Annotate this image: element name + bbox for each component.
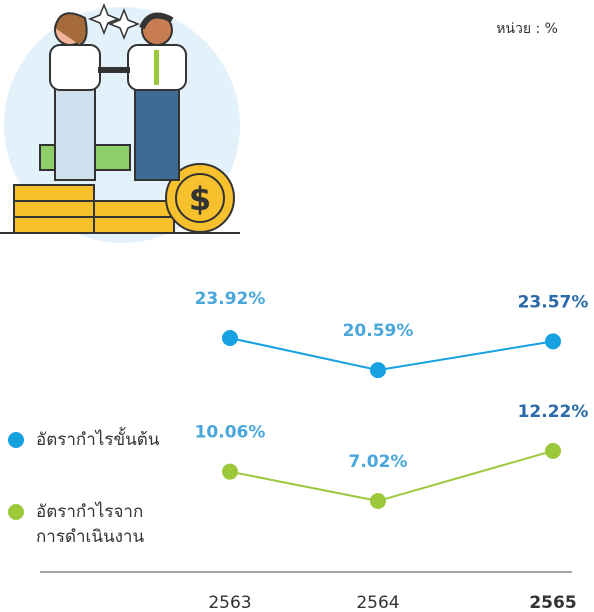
value-label: 20.59% [343, 321, 414, 341]
x-tick-label: 2563 [208, 593, 251, 612]
legend-marker [8, 432, 24, 448]
legend-marker [8, 504, 24, 520]
point [545, 442, 561, 459]
value-label: 12.22% [518, 402, 589, 422]
illustration: $ [0, 2, 240, 243]
value-label: 23.92% [195, 289, 266, 309]
value-label: 23.57% [518, 292, 589, 312]
legend-label: อัตรากำไรจากการดำเนินงาน [36, 502, 145, 547]
legend-item: อัตรากำไรจากการดำเนินงาน [8, 500, 166, 550]
value-label: 10.06% [195, 423, 266, 443]
legend-item: อัตรากำไรขั้นต้น [8, 428, 159, 453]
point [370, 362, 386, 379]
legend-label: อัตรากำไรขั้นต้น [36, 430, 160, 450]
x-tick-label: 2564 [356, 593, 399, 612]
x-tick-label: 2565 [529, 593, 576, 612]
series-line [229, 337, 554, 372]
svg-text:$: $ [189, 180, 211, 218]
point [370, 493, 386, 509]
value-label: 7.02% [349, 452, 408, 472]
point [222, 330, 238, 346]
point [545, 333, 561, 350]
point [222, 463, 238, 480]
unit-label: หน่วย : % [496, 21, 558, 37]
